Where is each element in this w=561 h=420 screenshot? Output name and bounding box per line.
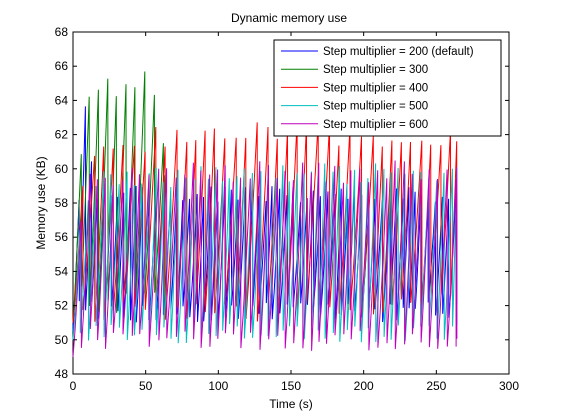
x-tick-label: 150 — [281, 379, 301, 393]
x-axis-label: Time (s) — [269, 397, 313, 411]
x-tick-label: 50 — [139, 379, 153, 393]
y-tick-label: 58 — [55, 196, 69, 210]
y-tick-label: 54 — [55, 264, 69, 278]
legend: Step multiplier = 200 (default) Step mult… — [274, 40, 501, 136]
y-tick-label: 52 — [55, 299, 69, 313]
y-tick-label: 68 — [55, 25, 69, 39]
legend-label-1: Step multiplier = 200 (default) — [323, 46, 474, 58]
x-tick-label: 250 — [426, 379, 446, 393]
x-tick-label: 100 — [208, 379, 228, 393]
y-tick-label: 64 — [55, 93, 69, 107]
y-tick-label: 62 — [55, 128, 69, 142]
legend-label-2: Step multiplier = 300 — [323, 64, 428, 76]
chart-title: Dynamic memory use — [231, 11, 347, 25]
legend-label-3: Step multiplier = 400 — [323, 82, 428, 94]
x-tick-label: 200 — [354, 379, 374, 393]
legend-label-4: Step multiplier = 500 — [323, 101, 428, 113]
x-tick-label: 0 — [70, 379, 77, 393]
y-tick-label: 50 — [55, 333, 69, 347]
y-tick-label: 48 — [55, 367, 69, 381]
y-tick-label: 60 — [55, 162, 69, 176]
legend-label-5: Step multiplier = 600 — [323, 119, 428, 131]
y-tick-label: 66 — [55, 59, 69, 73]
y-tick-label: 56 — [55, 230, 69, 244]
y-axis-label: Memory use (KB) — [34, 156, 48, 249]
x-tick-label: 300 — [499, 379, 519, 393]
